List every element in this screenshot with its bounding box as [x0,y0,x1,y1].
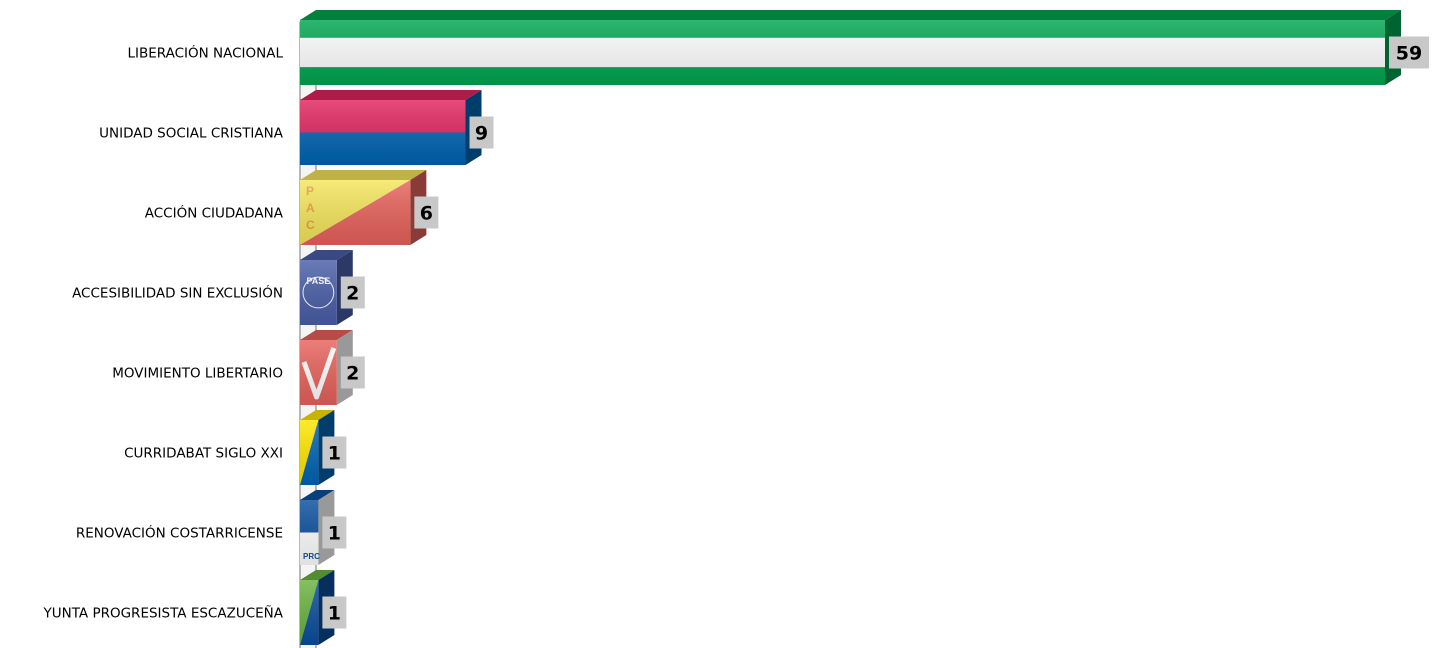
bar-accion-ciudadana: PAC [300,170,427,245]
data-label-box [414,196,439,229]
data-label-box [469,116,494,149]
bars: PACPASEPRC [300,10,1401,645]
data-labels: 59 9 6 2 2 1 1 1 [322,36,1429,629]
data-label: 1 [328,443,341,465]
data-label: 6 [420,203,433,225]
category-labels: LIBERACIÓN NACIONAL UNIDAD SOCIAL CRISTIA… [43,44,284,622]
bar-movimiento-libertario [300,330,353,405]
data-label: 2 [346,283,359,305]
category-label: YUNTA PROGRESISTA ESCAZUCEÑA [43,605,284,622]
data-label-box [1389,36,1429,69]
bar-unidad-social-cristiana [300,90,482,165]
data-label-box [340,276,365,309]
data-label-box [340,356,365,389]
data-label: 2 [346,363,359,385]
data-label: 9 [475,123,488,145]
bar-liberacion-nacional [300,10,1401,85]
data-label-box [322,516,347,549]
category-label: LIBERACIÓN NACIONAL [127,44,283,62]
data-label-box [322,436,347,469]
category-label: ACCIÓN CIUDADANA [145,204,284,222]
category-label: UNIDAD SOCIAL CRISTIANA [99,126,284,142]
category-label: CURRIDABAT SIGLO XXI [124,446,283,462]
category-label: ACCESIBILIDAD SIN EXCLUSIÓN [72,284,283,302]
data-label: 1 [328,523,341,545]
category-label: RENOVACIÓN COSTARRICENSE [76,524,283,542]
data-label-box [322,596,347,629]
data-label: 59 [1396,43,1422,65]
data-label: 1 [328,603,341,625]
category-label: MOVIMIENTO LIBERTARIO [112,366,283,382]
